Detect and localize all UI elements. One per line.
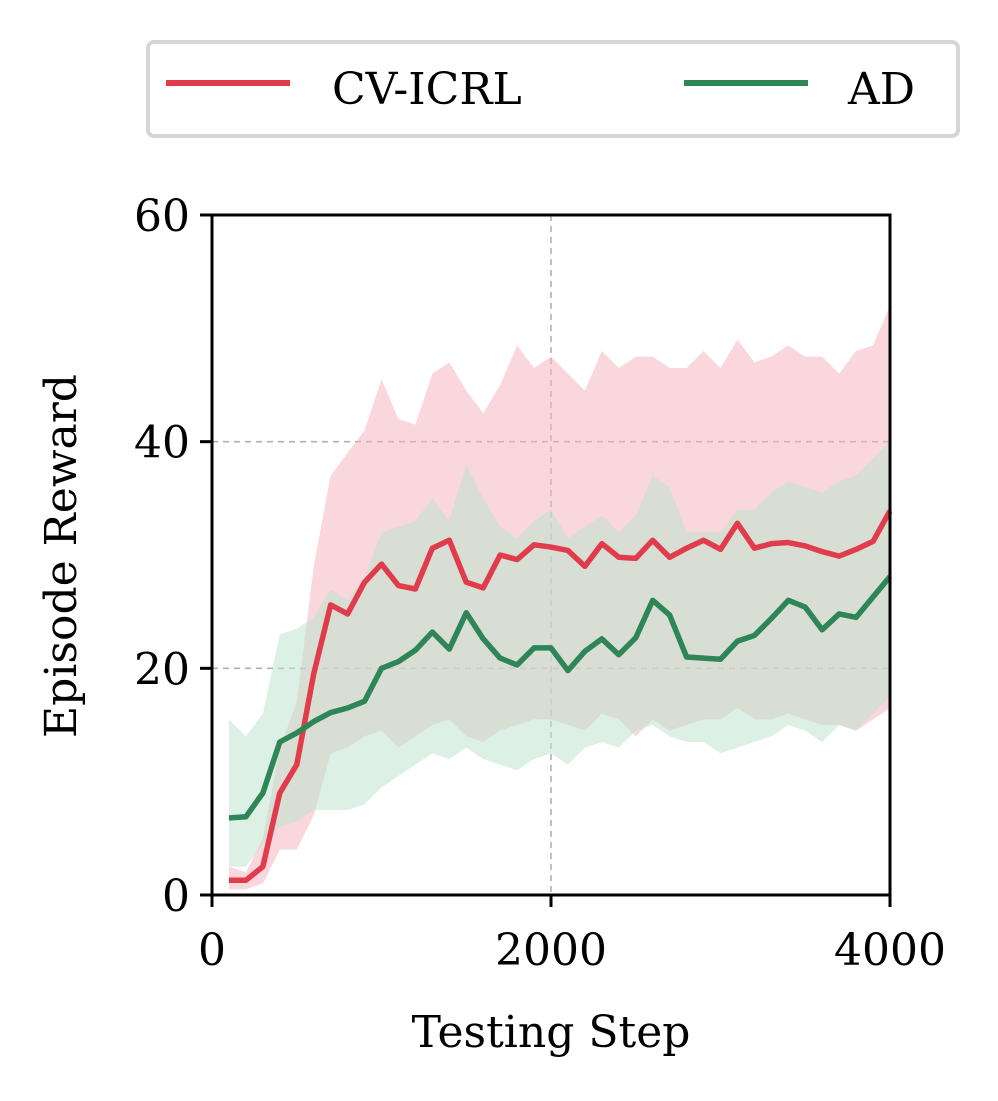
legend: CV-ICRL AD bbox=[146, 40, 960, 138]
y-axis-label: Episode Reward bbox=[36, 374, 87, 738]
y-tick-label: 40 bbox=[134, 418, 190, 469]
legend-label-cv-icrl: CV-ICRL bbox=[332, 64, 522, 115]
x-tick-label: 2000 bbox=[495, 925, 607, 976]
legend-label-ad: AD bbox=[847, 64, 915, 115]
series-lines bbox=[228, 509, 893, 884]
y-tick-label: 60 bbox=[134, 191, 190, 242]
confidence-bands bbox=[228, 305, 890, 890]
plot-area: 0 2000 4000 0 20 40 60 bbox=[134, 191, 946, 976]
x-tick-label: 4000 bbox=[834, 925, 946, 976]
x-axis-label: Testing Step bbox=[412, 1007, 691, 1058]
band-ad bbox=[228, 441, 890, 867]
line-cv-icrl bbox=[228, 509, 893, 884]
line-ad bbox=[228, 574, 893, 821]
x-tick-label: 0 bbox=[198, 925, 226, 976]
legend-frame bbox=[146, 40, 960, 138]
y-axis-ticks: 0 20 40 60 bbox=[134, 191, 212, 922]
y-tick-label: 20 bbox=[134, 644, 190, 695]
x-axis-ticks: 0 2000 4000 bbox=[198, 895, 946, 976]
y-tick-label: 0 bbox=[162, 871, 190, 922]
